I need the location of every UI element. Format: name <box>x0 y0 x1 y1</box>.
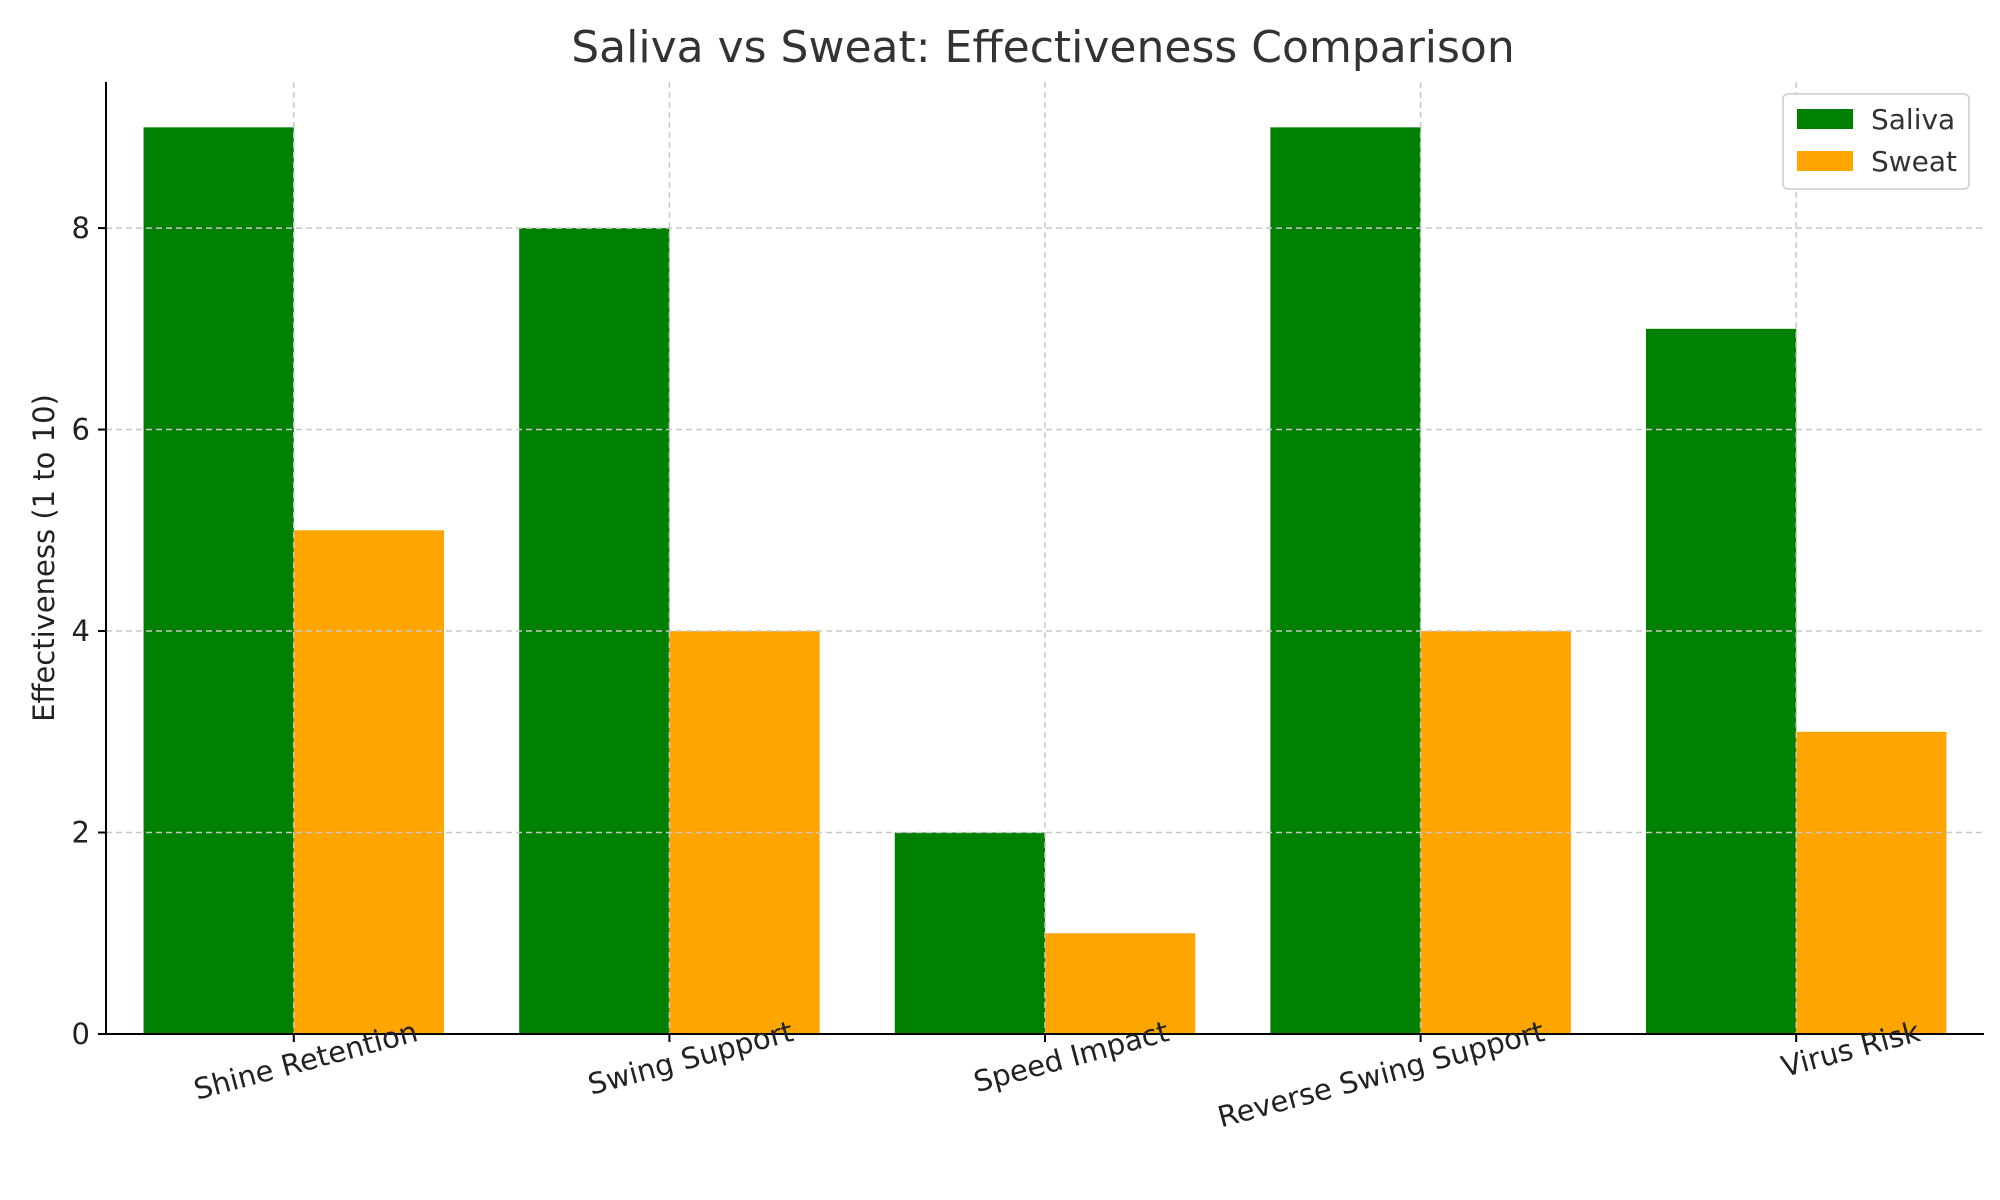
grid-lines <box>106 82 1984 1034</box>
legend-label-saliva: Saliva <box>1871 103 1955 136</box>
chart-title: Saliva vs Sweat: Effectiveness Compariso… <box>571 22 1515 73</box>
y-axis-label: Effectiveness (1 to 10) <box>27 394 61 722</box>
bar-sweat <box>293 530 445 1034</box>
bar-sweat <box>669 631 820 1034</box>
bar-sweat <box>1796 731 1947 1034</box>
bar-saliva <box>143 127 294 1035</box>
y-tick-label: 8 <box>72 211 90 245</box>
bar-saliva <box>894 832 1045 1034</box>
bar-sweat <box>1420 631 1571 1034</box>
y-tick-label: 6 <box>72 413 90 447</box>
legend: Saliva Sweat <box>1782 93 1970 190</box>
y-tick-label: 0 <box>72 1017 90 1051</box>
bar-sweat <box>1045 933 1196 1034</box>
bars <box>143 127 1947 1035</box>
legend-swatch-saliva <box>1797 109 1853 129</box>
y-tick-label: 4 <box>72 614 90 648</box>
legend-label-sweat: Sweat <box>1871 145 1957 178</box>
bar-saliva <box>1645 328 1797 1034</box>
y-tick-label: 2 <box>72 816 90 850</box>
legend-swatch-sweat <box>1797 151 1853 171</box>
bar-saliva <box>1270 127 1421 1035</box>
bar-saliva <box>519 228 670 1034</box>
